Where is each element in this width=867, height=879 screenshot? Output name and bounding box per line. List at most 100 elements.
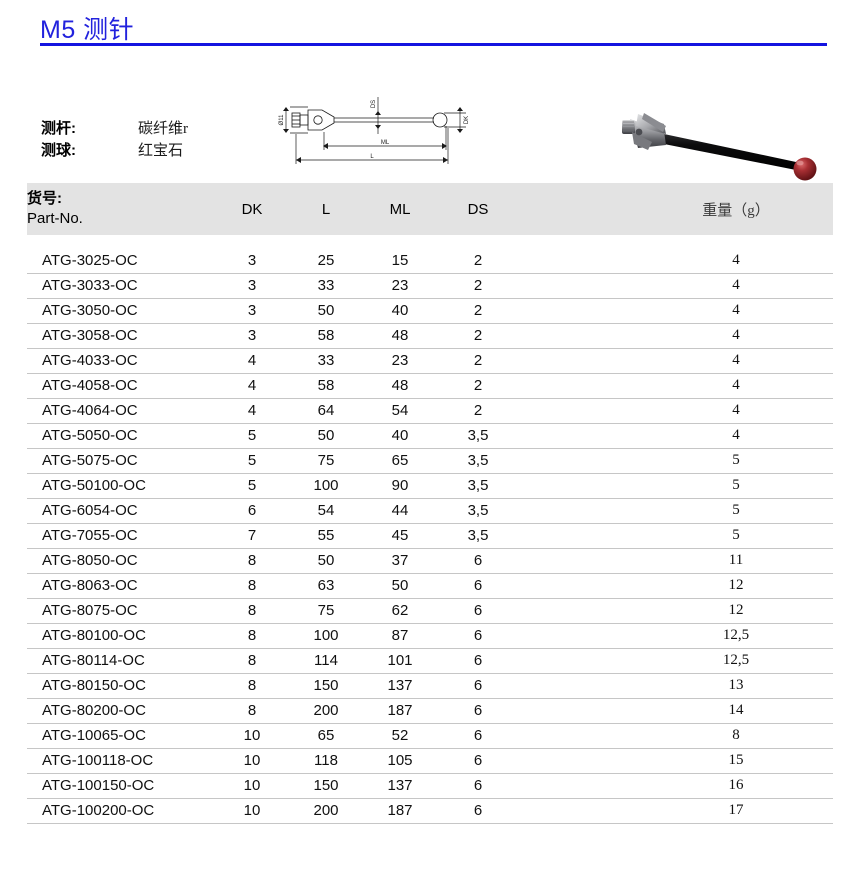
- spec-row-stem: 测杆: 碳纤维r: [41, 117, 271, 139]
- cell-weight: 16: [639, 773, 833, 799]
- cell-ml: 23: [363, 273, 437, 299]
- cell-dk: 4: [215, 373, 289, 399]
- cell-spacer: [519, 623, 639, 649]
- cell-l: 200: [289, 698, 363, 724]
- cell-ml: 23: [363, 348, 437, 374]
- cell-weight: 12,5: [639, 648, 833, 674]
- cell-part-no: ATG-3033-OC: [27, 273, 215, 299]
- cell-spacer: [519, 548, 639, 574]
- cell-spacer: [519, 273, 639, 299]
- cell-ml: 50: [363, 573, 437, 599]
- cell-dk: 8: [215, 573, 289, 599]
- cell-weight: 17: [639, 798, 833, 824]
- table-spacer-row: [27, 235, 833, 248]
- column-header-part-no: 货号: Part-No.: [27, 183, 215, 235]
- table-row[interactable]: ATG-80200-OC 8 200 187 6 14: [27, 698, 833, 724]
- table-row[interactable]: ATG-100118-OC 10 118 105 6 15: [27, 748, 833, 774]
- cell-ml: 65: [363, 448, 437, 474]
- table-row[interactable]: ATG-4064-OC 4 64 54 2 4: [27, 398, 833, 424]
- cell-dk: 10: [215, 748, 289, 774]
- cell-ml: 37: [363, 548, 437, 574]
- cell-part-no: ATG-80114-OC: [27, 648, 215, 674]
- cell-ds: 3,5: [437, 423, 519, 449]
- table-row[interactable]: ATG-100150-OC 10 150 137 6 16: [27, 773, 833, 799]
- cell-ml: 105: [363, 748, 437, 774]
- cell-ds: 6: [437, 623, 519, 649]
- cell-l: 63: [289, 573, 363, 599]
- cell-weight: 4: [639, 273, 833, 299]
- table-row[interactable]: ATG-80114-OC 8 114 101 6 12,5: [27, 648, 833, 674]
- table-row[interactable]: ATG-80100-OC 8 100 87 6 12,5: [27, 623, 833, 649]
- table-row[interactable]: ATG-3033-OC 3 33 23 2 4: [27, 273, 833, 299]
- cell-l: 33: [289, 348, 363, 374]
- cell-ml: 40: [363, 298, 437, 324]
- cell-part-no: ATG-5075-OC: [27, 448, 215, 474]
- cell-spacer: [519, 673, 639, 699]
- cell-l: 100: [289, 623, 363, 649]
- table-row[interactable]: ATG-50100-OC 5 100 90 3,5 5: [27, 473, 833, 499]
- cell-dk: 4: [215, 398, 289, 424]
- cell-dk: 5: [215, 473, 289, 499]
- cell-dk: 8: [215, 648, 289, 674]
- column-header-part-no-en: Part-No.: [27, 210, 83, 227]
- cell-part-no: ATG-7055-OC: [27, 523, 215, 549]
- cell-ds: 6: [437, 773, 519, 799]
- table-row[interactable]: ATG-80150-OC 8 150 137 6 13: [27, 673, 833, 699]
- cell-dk: 8: [215, 698, 289, 724]
- cell-ds: 6: [437, 598, 519, 624]
- cell-spacer: [519, 698, 639, 724]
- cell-spacer: [519, 348, 639, 374]
- table-row[interactable]: ATG-8063-OC 8 63 50 6 12: [27, 573, 833, 599]
- spec-row-ball: 测球: 红宝石: [41, 139, 271, 161]
- table-row[interactable]: ATG-3025-OC 3 25 15 2 4: [27, 248, 833, 274]
- cell-ds: 3,5: [437, 523, 519, 549]
- cell-ml: 187: [363, 698, 437, 724]
- cell-ds: 6: [437, 673, 519, 699]
- cell-ml: 137: [363, 773, 437, 799]
- cell-weight: 12: [639, 573, 833, 599]
- cell-dk: 6: [215, 498, 289, 524]
- cell-spacer: [519, 598, 639, 624]
- cell-ml: 48: [363, 373, 437, 399]
- table-row[interactable]: ATG-4033-OC 4 33 23 2 4: [27, 348, 833, 374]
- cell-part-no: ATG-80200-OC: [27, 698, 215, 724]
- table-row[interactable]: ATG-8050-OC 8 50 37 6 11: [27, 548, 833, 574]
- table-row[interactable]: ATG-100200-OC 10 200 187 6 17: [27, 798, 833, 824]
- cell-ds: 6: [437, 798, 519, 824]
- table-row[interactable]: ATG-3050-OC 3 50 40 2 4: [27, 298, 833, 324]
- cell-weight: 4: [639, 373, 833, 399]
- cell-dk: 5: [215, 448, 289, 474]
- cell-l: 150: [289, 673, 363, 699]
- cell-ds: 6: [437, 548, 519, 574]
- cell-dk: 10: [215, 773, 289, 799]
- cell-spacer: [519, 473, 639, 499]
- cell-spacer: [519, 773, 639, 799]
- table-row[interactable]: ATG-6054-OC 6 54 44 3,5 5: [27, 498, 833, 524]
- cell-ds: 2: [437, 398, 519, 424]
- table-body: ATG-3025-OC 3 25 15 2 4 ATG-3033-OC 3 33 23 2 4 ATG-…: [27, 235, 833, 824]
- title-underline-rule: [40, 43, 827, 46]
- cell-part-no: ATG-80150-OC: [27, 673, 215, 699]
- table-row[interactable]: ATG-3058-OC 3 58 48 2 4: [27, 323, 833, 349]
- label-shank-diameter: Ø11: [279, 114, 285, 126]
- cell-spacer: [519, 573, 639, 599]
- cell-l: 75: [289, 448, 363, 474]
- cell-ml: 187: [363, 798, 437, 824]
- table-row[interactable]: ATG-5075-OC 5 75 65 3,5 5: [27, 448, 833, 474]
- table-row[interactable]: ATG-4058-OC 4 58 48 2 4: [27, 373, 833, 399]
- cell-dk: 3: [215, 273, 289, 299]
- table-row[interactable]: ATG-5050-OC 5 50 40 3,5 4: [27, 423, 833, 449]
- spec-label-stem: 测杆:: [41, 120, 76, 137]
- table-row[interactable]: ATG-7055-OC 7 55 45 3,5 5: [27, 523, 833, 549]
- cell-dk: 3: [215, 248, 289, 274]
- cell-weight: 4: [639, 398, 833, 424]
- table-row[interactable]: ATG-8075-OC 8 75 62 6 12: [27, 598, 833, 624]
- label-measuring-length: ML: [381, 140, 390, 146]
- stylus-specification-table: 货号: Part-No. DK L ML DS 重量（g） ATG-3025-O…: [27, 183, 833, 824]
- spec-value-stem: 碳纤维r: [138, 121, 188, 137]
- label-ball-diameter: DK: [464, 116, 470, 124]
- table-row[interactable]: ATG-10065-OC 10 65 52 6 8: [27, 723, 833, 749]
- cell-ml: 90: [363, 473, 437, 499]
- cell-part-no: ATG-8050-OC: [27, 548, 215, 574]
- cell-ml: 137: [363, 673, 437, 699]
